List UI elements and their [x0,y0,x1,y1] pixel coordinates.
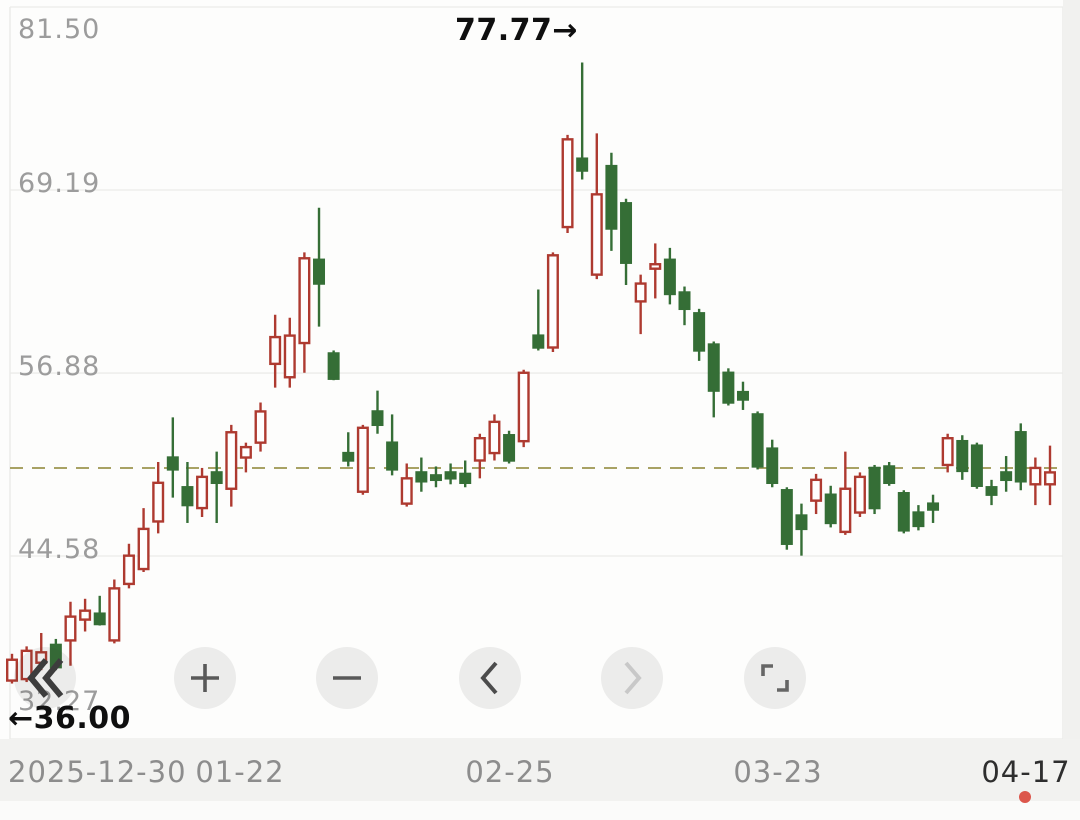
candle-up [649,263,662,270]
candle-up [356,426,369,493]
candle-down [210,471,223,485]
candle-down [313,258,326,285]
candle-up [20,649,33,681]
candle-down [166,456,179,471]
candle-down [444,471,457,480]
candle-up [400,477,413,505]
red-dot-indicator [1019,791,1031,803]
candle-down [970,444,983,487]
candle-down [663,258,676,296]
x-axis-label: 03-23 [733,755,823,789]
candle-down [927,502,940,511]
candle-up [839,487,852,534]
candle-up [561,138,574,229]
x-axis-label: 04-17 [981,755,1071,789]
candle-down [371,410,384,427]
candle-down [429,474,442,482]
zoom-in-button[interactable] [174,647,236,709]
candle-up [810,478,823,502]
candle-down [605,164,618,230]
candle-down [707,343,720,392]
candle-up [634,282,647,303]
double-chevron-left-icon [27,658,64,698]
candle-up [941,437,954,467]
plus-icon [191,664,219,692]
candle-down [751,413,764,468]
candle-down [620,202,633,264]
expand-corners-icon [761,664,789,692]
candle-up [196,475,209,510]
right-edge-strip [1063,0,1080,739]
y-axis-label: 56.88 [18,351,101,383]
candle-up [225,431,238,490]
x-axis-band [0,739,1080,801]
candle-up [590,193,603,276]
candle-up [1029,466,1042,486]
candle-down [956,439,969,473]
candle-up [473,437,486,462]
candle-up [64,615,77,642]
candle-down [327,352,340,380]
candle-down [780,489,793,545]
candle-down [736,390,749,401]
candle-down [883,465,896,485]
candle-down [722,371,735,404]
candle-up [298,257,311,345]
low-price-annotation: ←36.00 [8,701,132,736]
candle-down [415,471,428,483]
candle-down [693,312,706,352]
y-axis-label: 44.58 [18,533,101,565]
candle-up [546,254,559,349]
candle-down [1014,431,1027,483]
pan-left-button[interactable] [459,647,521,709]
candle-up [269,335,282,366]
candle-down [576,157,589,172]
candle-down [795,514,808,531]
minus-icon [333,676,361,680]
candle-up [853,475,866,514]
x-axis-label: 2025-12-30 [8,755,187,789]
candle-up [137,527,150,571]
candle-up [239,445,252,459]
candle-down [897,492,910,532]
candle-down [824,493,837,525]
pan-right-button[interactable] [601,647,663,709]
candle-down [868,466,881,510]
candle-up [1043,471,1056,486]
candle-up [488,420,501,455]
candle-up [108,587,121,642]
bottom-footer-strip [0,801,1080,820]
chevron-right-icon [624,661,642,695]
high-price-annotation: 77.77→ [455,13,579,48]
fast-rewind-button[interactable] [14,647,76,709]
candle-up [5,658,19,682]
candle-down [678,291,691,311]
candle-down [93,612,106,626]
chevron-left-icon [480,661,498,695]
candle-up [254,410,267,444]
candle-down [766,447,779,485]
y-axis-label: 69.19 [18,168,101,200]
y-axis-label: 81.50 [18,14,101,45]
candle-down [503,434,516,462]
fullscreen-button[interactable] [744,647,806,709]
candle-down [386,441,399,471]
x-axis-label: 02-25 [465,755,555,789]
zoom-out-button[interactable] [316,647,378,709]
candle-up [517,371,530,443]
candle-down [532,334,545,349]
candle-up [122,554,135,586]
candle-up [79,609,92,621]
candle-up [283,334,296,379]
candle-down [985,486,998,496]
candle-down [181,486,194,507]
x-axis-label: 01-22 [195,755,285,789]
candle-down [459,472,472,485]
candle-down [1000,471,1013,482]
candle-up [152,481,165,523]
candle-down [342,451,355,462]
candle-down [912,511,925,528]
